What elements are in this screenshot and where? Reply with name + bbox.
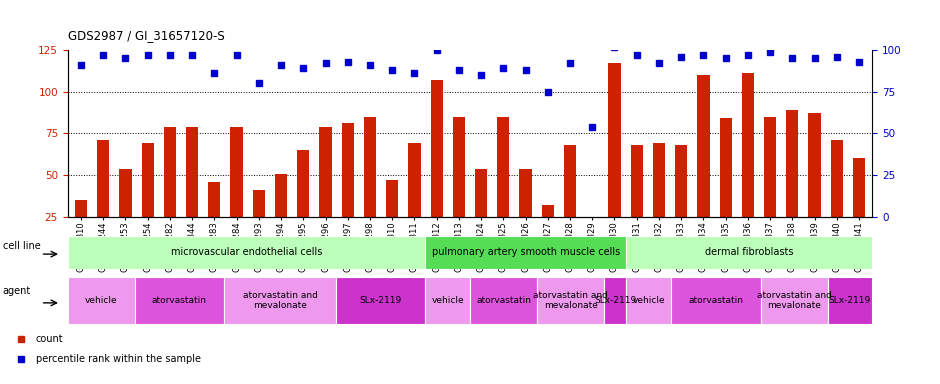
Bar (68, 236, 425, 269)
Bar (297, 150, 309, 259)
Bar (626, 277, 671, 323)
Bar (604, 277, 626, 323)
Bar (364, 117, 376, 259)
Bar (341, 123, 353, 259)
Bar (142, 144, 154, 259)
Bar (475, 169, 487, 259)
Bar (425, 236, 626, 269)
Text: atorvastatin and
mevalonate: atorvastatin and mevalonate (757, 291, 832, 310)
Text: agent: agent (3, 286, 31, 296)
Bar (671, 277, 760, 323)
Text: atorvastatin: atorvastatin (688, 296, 744, 305)
Text: atorvastatin and
mevalonate: atorvastatin and mevalonate (533, 291, 608, 310)
Bar (631, 145, 643, 259)
Bar (497, 117, 509, 259)
Text: pulmonary artery smooth muscle cells: pulmonary artery smooth muscle cells (431, 247, 620, 258)
Text: vehicle: vehicle (633, 296, 666, 305)
Bar (68, 277, 134, 323)
Bar (97, 140, 109, 259)
Text: cell line: cell line (3, 241, 40, 251)
Bar (224, 277, 336, 323)
Bar (425, 277, 470, 323)
Bar (808, 113, 821, 259)
Bar (453, 117, 465, 259)
Bar (209, 182, 221, 259)
Bar (608, 63, 620, 259)
Bar (675, 145, 687, 259)
Bar (230, 127, 243, 259)
Bar (587, 217, 599, 259)
Text: count: count (36, 334, 64, 344)
Bar (831, 140, 843, 259)
Text: GDS2987 / GI_31657120-S: GDS2987 / GI_31657120-S (68, 29, 225, 42)
Bar (786, 110, 798, 259)
Text: atorvastatin: atorvastatin (152, 296, 207, 305)
Bar (75, 200, 87, 259)
Text: atorvastatin: atorvastatin (476, 296, 531, 305)
Text: SLx-2119: SLx-2119 (359, 296, 401, 305)
Bar (470, 277, 537, 323)
Text: SLx-2119: SLx-2119 (594, 296, 636, 305)
Bar (164, 127, 176, 259)
Text: percentile rank within the sample: percentile rank within the sample (36, 354, 201, 364)
Bar (537, 277, 604, 323)
Bar (520, 169, 532, 259)
Text: dermal fibroblasts: dermal fibroblasts (705, 247, 793, 258)
Bar (134, 277, 224, 323)
Bar (697, 75, 710, 259)
Bar (626, 236, 872, 269)
Bar (186, 127, 198, 259)
Bar (827, 277, 872, 323)
Bar (760, 277, 827, 323)
Bar (253, 190, 265, 259)
Bar (652, 144, 665, 259)
Bar (764, 117, 776, 259)
Text: SLx-2119: SLx-2119 (829, 296, 871, 305)
Bar (431, 80, 443, 259)
Text: microvascular endothelial cells: microvascular endothelial cells (171, 247, 322, 258)
Bar (386, 180, 399, 259)
Bar (719, 118, 731, 259)
Bar (119, 169, 132, 259)
Bar (408, 144, 420, 259)
Bar (320, 127, 332, 259)
Bar (541, 205, 554, 259)
Bar (275, 174, 288, 259)
Text: atorvastatin and
mevalonate: atorvastatin and mevalonate (243, 291, 318, 310)
Bar (336, 277, 425, 323)
Text: vehicle: vehicle (431, 296, 464, 305)
Bar (564, 145, 576, 259)
Text: vehicle: vehicle (85, 296, 118, 305)
Bar (742, 73, 754, 259)
Bar (853, 159, 865, 259)
